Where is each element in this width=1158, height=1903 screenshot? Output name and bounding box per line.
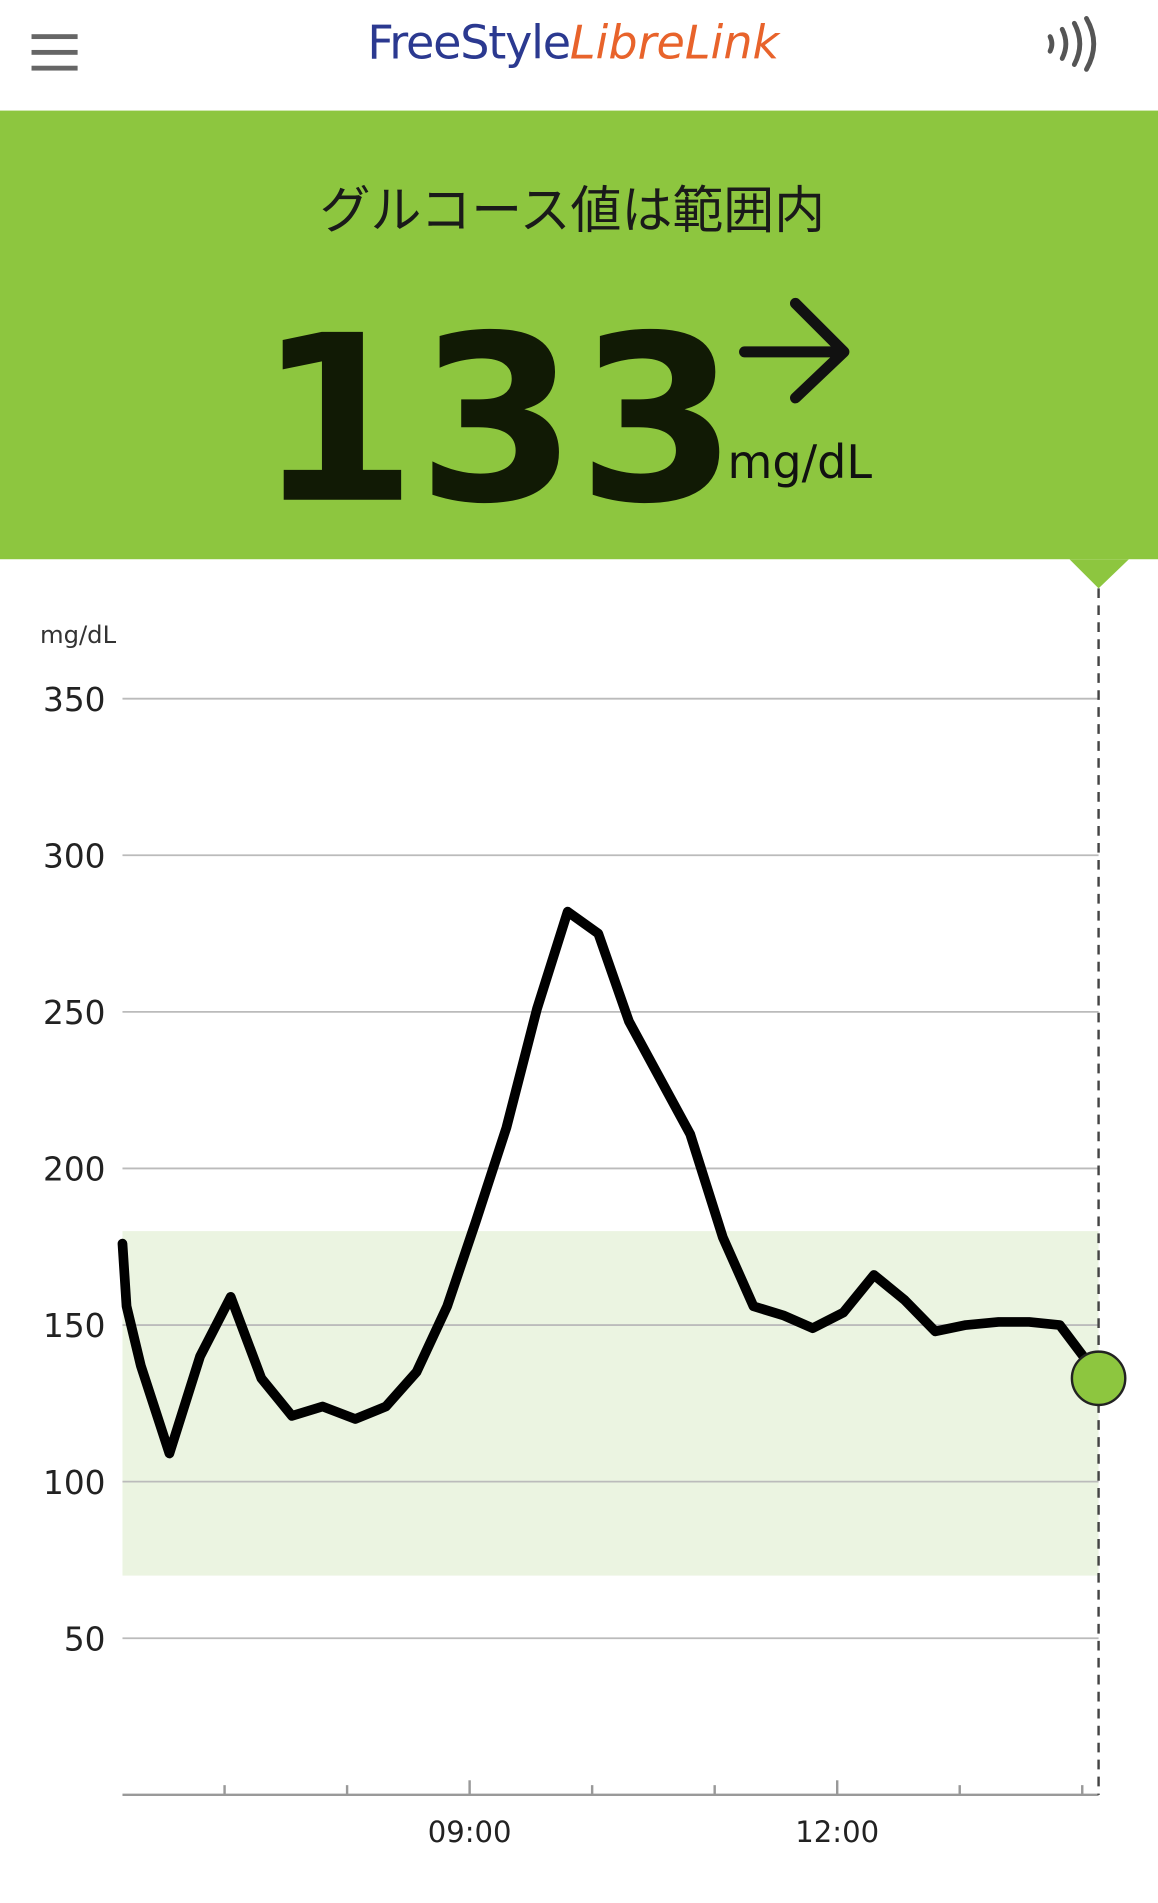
trend-arrow	[739, 297, 850, 404]
wave	[1059, 26, 1069, 61]
banner-notch	[1069, 559, 1129, 589]
status-message: グルコース値は範囲内	[320, 182, 826, 241]
status-banner	[0, 110, 1158, 560]
y-tick-label: 200	[43, 1151, 105, 1189]
y-tick-label: 100	[43, 1464, 105, 1502]
product: LibreLink	[570, 15, 782, 69]
y-tick-label: 50	[64, 1620, 106, 1658]
y-axis-label: mg/dL	[40, 620, 117, 649]
scan-icon[interactable]	[1047, 16, 1097, 72]
wave	[1071, 20, 1083, 67]
wave	[1047, 34, 1055, 54]
wave	[1084, 16, 1097, 72]
current-reading	[1070, 1350, 1127, 1407]
y-tick-label: 250	[43, 994, 105, 1032]
y-tick-label: 350	[43, 681, 105, 719]
menu-bar	[31, 34, 78, 40]
plot: mg/dL 50 100 150 200 250 300 350 09:00 12:00	[40, 588, 1127, 1849]
menu-button[interactable]	[31, 34, 78, 71]
brand: FreeStyle	[367, 15, 570, 69]
x-tick-label: 09:00	[428, 1815, 512, 1849]
target-range	[122, 1231, 1099, 1576]
glucose-value: 133	[257, 287, 738, 555]
glucose-unit: mg/dL	[728, 435, 873, 489]
x-tick-label: 12:00	[795, 1815, 879, 1849]
y-tick-label: 300	[43, 837, 105, 875]
menu-bar	[31, 65, 78, 71]
glucose-line	[117, 906, 1104, 1459]
menu-bar	[31, 49, 78, 55]
y-tick-label: 150	[43, 1307, 105, 1345]
